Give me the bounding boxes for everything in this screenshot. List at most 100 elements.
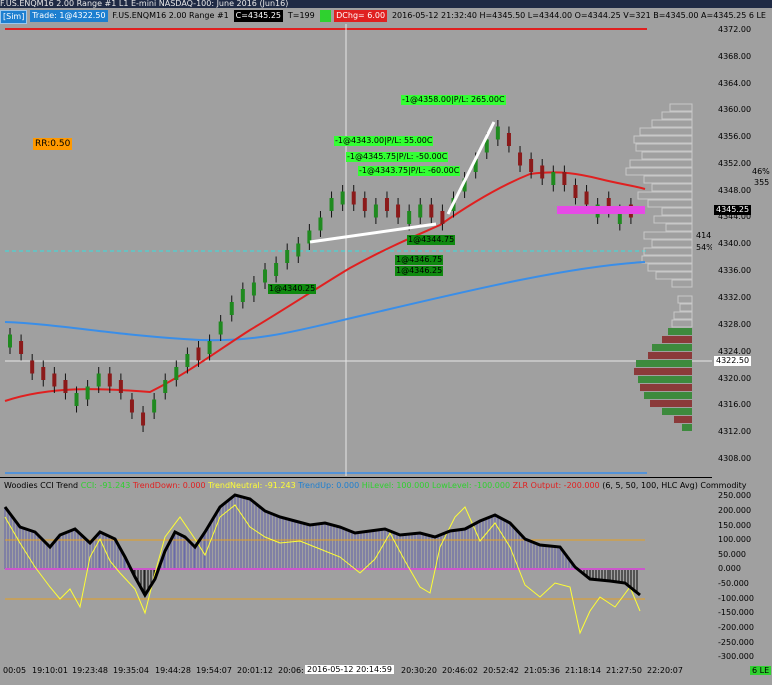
fast-moving-average xyxy=(4,171,646,402)
fill-tag-4: 1@4340.25 xyxy=(268,284,317,294)
candle xyxy=(418,204,423,218)
candle xyxy=(384,198,389,211)
volume-profile-bar xyxy=(651,119,693,128)
cci-legend-item: (6, 5, 50, 100, HLC Avg) xyxy=(602,481,698,490)
trade-status[interactable]: Trade: 1@4322.50 xyxy=(30,10,108,22)
candle xyxy=(318,217,323,231)
candle xyxy=(129,399,134,413)
volume-profile-bar xyxy=(647,199,693,208)
price-tick: 4336.00 xyxy=(718,266,752,275)
candle xyxy=(185,354,190,367)
crosshair-time-marker: 2016-05-12 20:14:59 xyxy=(305,665,394,674)
cci-line xyxy=(3,493,641,598)
candle xyxy=(473,159,478,172)
candle xyxy=(207,341,212,354)
volume-profile-bar xyxy=(640,384,692,391)
volume-profile-bar xyxy=(643,247,693,256)
cci-legend-item: HiLevel: 100.000 xyxy=(361,481,430,490)
pct-lower: 54% xyxy=(696,243,714,252)
time-tick: 19:10:01 xyxy=(32,666,68,675)
cci-legend-item: LowLevel: -100.000 xyxy=(431,481,511,490)
cci-legend-item: TrendNeutral: -91.243 xyxy=(208,481,296,490)
price-chart[interactable] xyxy=(0,24,712,476)
volume-profile-bar xyxy=(625,167,693,176)
volume-profile-bar xyxy=(636,360,692,367)
time-tick: 21:27:50 xyxy=(606,666,642,675)
volume-profile-bar xyxy=(629,159,693,168)
volume-profile-bar xyxy=(665,223,693,232)
last-price: C=4345.25 xyxy=(233,10,283,22)
time-tick: 22:20:07 xyxy=(647,666,683,675)
sim-account-badge[interactable]: [Sim] xyxy=(0,10,28,24)
volume-profile-bar xyxy=(648,352,692,359)
cci-legend-item: TrendDown: 0.000 xyxy=(132,481,206,490)
candle xyxy=(96,373,101,387)
candle xyxy=(396,204,401,218)
candle xyxy=(174,367,179,380)
cci-tick: 100.000 xyxy=(718,535,752,544)
candle xyxy=(617,211,622,224)
chart-toolbar: [Sim] Trade: 1@4322.50 F.US.ENQM16 2.00 … xyxy=(0,8,772,24)
candle xyxy=(307,230,312,244)
candle xyxy=(329,198,334,211)
cci-indicator-panel[interactable] xyxy=(0,477,712,662)
cci-tick: 250.000 xyxy=(718,491,752,500)
candle xyxy=(63,380,68,393)
volume-profile-bar xyxy=(682,424,692,431)
volume-profile-bar xyxy=(643,231,693,240)
price-tick: 4372.00 xyxy=(718,25,752,34)
cci-tick: 50.000 xyxy=(718,550,746,559)
volume-profile-bar xyxy=(639,127,693,136)
trade-line-1 xyxy=(309,222,437,244)
cci-axis[interactable]: 250.000 200.000 150.000 100.000 50.000 0… xyxy=(712,477,772,662)
candle xyxy=(551,172,556,185)
volume-profile-bar xyxy=(650,400,692,407)
cci-histogram xyxy=(4,495,638,595)
volume-profile-bar xyxy=(673,311,693,320)
volume-profile-bar xyxy=(662,408,692,415)
time-tick: 00:05 xyxy=(3,666,27,675)
cci-tick: 150.000 xyxy=(718,521,752,530)
time-tick: 21:18:14 xyxy=(565,666,601,675)
cci-legend-item: Commodity xyxy=(700,481,747,490)
volume-profile-bar xyxy=(644,392,692,399)
volume-profile-bar xyxy=(641,255,693,264)
current-price-marker: 4345.25 xyxy=(714,205,752,215)
time-axis[interactable]: 00:05 19:10:01 19:23:48 19:35:04 19:44:2… xyxy=(0,662,772,685)
candle xyxy=(407,211,412,224)
price-axis[interactable]: 4372.00 4368.00 4364.00 4360.00 4356.00 … xyxy=(712,24,772,476)
candle xyxy=(506,133,511,146)
candle xyxy=(196,347,201,361)
candle xyxy=(540,165,545,179)
time-tick: 20:30:20 xyxy=(401,666,437,675)
volume-profile-bar xyxy=(643,175,693,184)
candle xyxy=(107,373,112,387)
volume-profile-bar xyxy=(633,135,693,144)
candle xyxy=(263,269,268,283)
candle xyxy=(218,321,223,335)
price-tick: 4360.00 xyxy=(718,105,752,114)
candle xyxy=(495,126,500,140)
candle xyxy=(362,198,367,211)
volume-profile-bar xyxy=(634,368,692,375)
candle xyxy=(573,185,578,198)
price-tick: 4368.00 xyxy=(718,52,752,61)
price-tick: 4348.00 xyxy=(718,186,752,195)
candle xyxy=(429,204,434,218)
price-tick: 4328.00 xyxy=(718,320,752,329)
instrument-label: F.US.ENQM16 2.00 Range #1 xyxy=(112,11,229,20)
volume-profile-bar xyxy=(647,263,693,272)
side-value: 355 xyxy=(754,178,770,187)
time-tick: 19:54:07 xyxy=(196,666,232,675)
time-tick: 20:46:02 xyxy=(442,666,478,675)
volume-profile-bar xyxy=(652,344,692,351)
candle xyxy=(163,380,168,393)
pct-upper: 46% xyxy=(752,167,770,176)
volume-profile-bar xyxy=(641,151,693,160)
trade-line-2 xyxy=(446,121,496,215)
cci-tick: 0.000 xyxy=(718,564,741,573)
price-tick: 4352.00 xyxy=(718,159,752,168)
volume-profile-bar xyxy=(655,271,693,280)
candle xyxy=(85,386,90,400)
time-tick: 21:05:36 xyxy=(524,666,560,675)
